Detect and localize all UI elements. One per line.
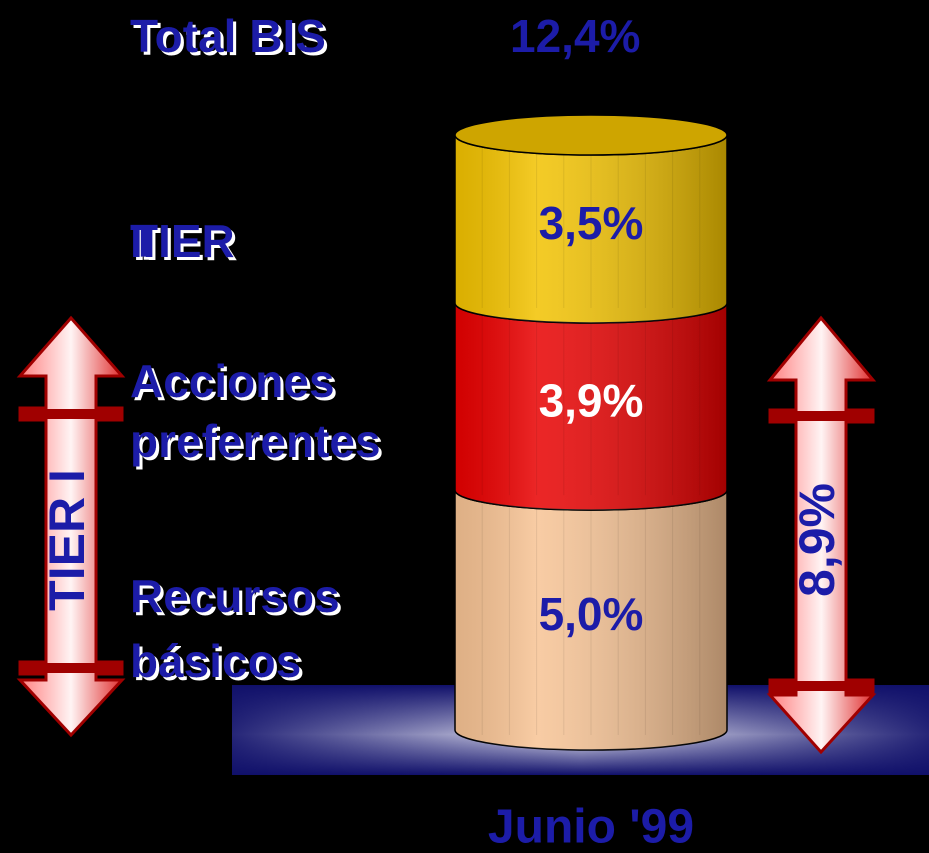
series-label: TIER II: [130, 215, 248, 267]
tier1-value-arrow: [766, 315, 877, 755]
cylinder-top: [454, 114, 728, 156]
series-label: Recursos básicos: [130, 570, 352, 687]
cylinder: [454, 114, 728, 751]
value-label: 3,5%: [539, 197, 644, 249]
total-label: Total BIS: [130, 10, 326, 62]
category-label: Junio '99: [488, 801, 694, 853]
value-label: 5,0%: [539, 588, 644, 640]
tier1-value: 8,9%: [789, 483, 845, 597]
segment-shade: [455, 135, 727, 323]
segment-shade: [455, 302, 727, 511]
tier1-arrow: [16, 315, 126, 738]
series-label: Acciones preferentes: [130, 355, 381, 467]
tier1-label: TIER I: [39, 469, 95, 611]
total-value: 12,4%: [510, 10, 640, 62]
value-label: 3,9%: [539, 375, 644, 427]
segment-shade: [455, 490, 727, 750]
